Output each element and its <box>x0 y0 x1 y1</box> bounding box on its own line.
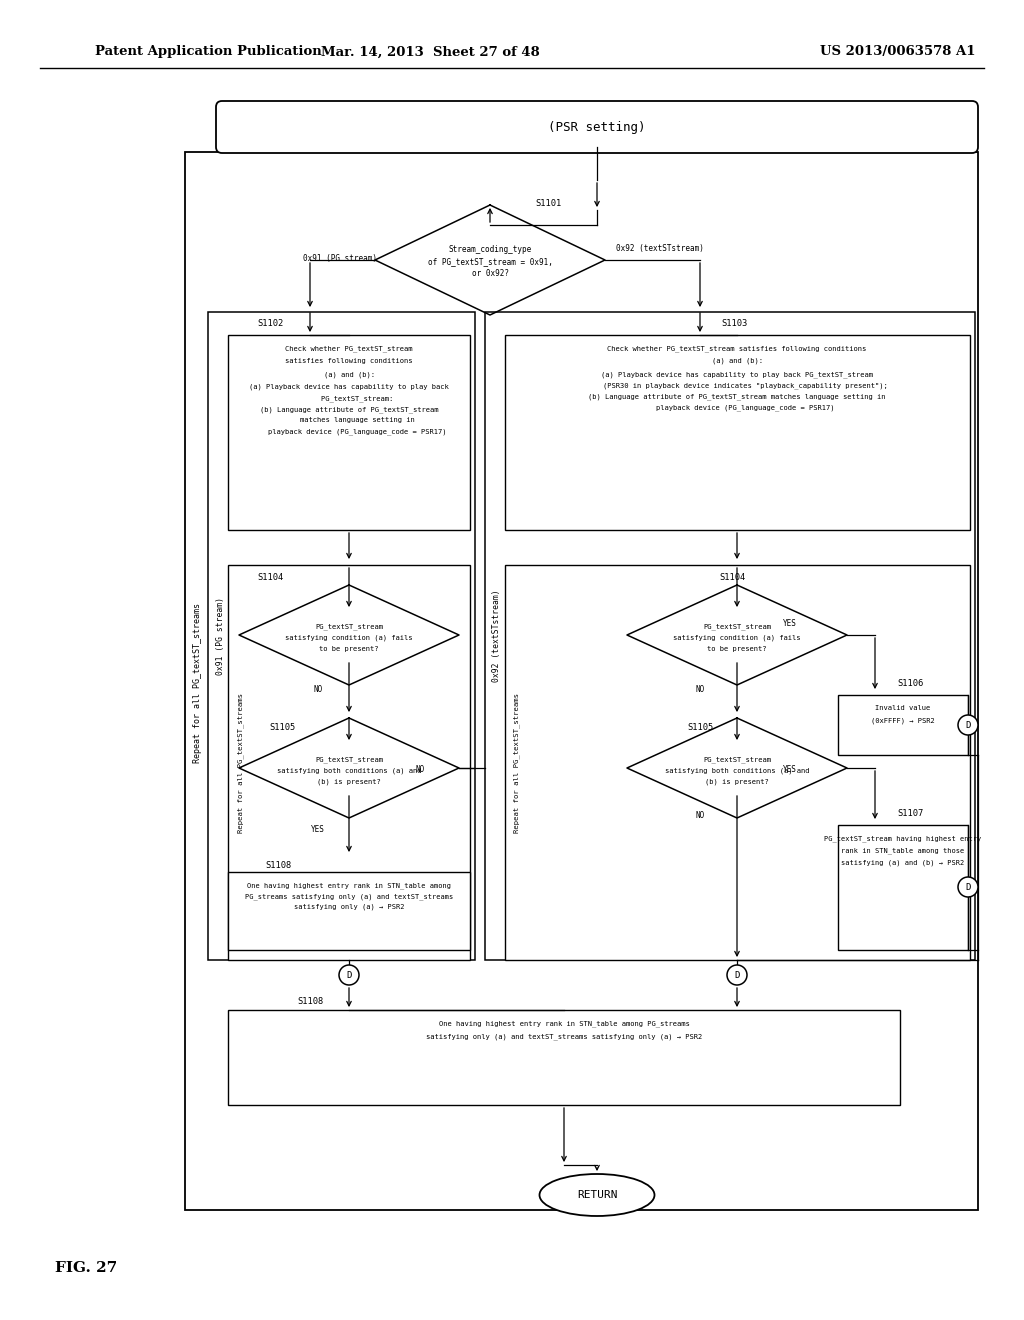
Bar <box>228 1010 900 1105</box>
Text: YES: YES <box>311 825 325 834</box>
Text: PG_textST_stream having highest entry: PG_textST_stream having highest entry <box>824 836 982 842</box>
Text: YES: YES <box>783 766 797 775</box>
Text: or 0x92?: or 0x92? <box>471 269 509 279</box>
Bar <box>228 565 470 960</box>
Text: satisfying only (a) and textST_streams satisfying only (a) → PSR2: satisfying only (a) and textST_streams s… <box>426 1034 702 1040</box>
Ellipse shape <box>540 1173 654 1216</box>
Text: Mar. 14, 2013  Sheet 27 of 48: Mar. 14, 2013 Sheet 27 of 48 <box>321 45 540 58</box>
Bar <box>228 873 470 950</box>
Text: satisfying condition (a) fails: satisfying condition (a) fails <box>673 635 801 642</box>
Bar <box>838 825 968 950</box>
Text: satisfying (a) and (b) → PSR2: satisfying (a) and (b) → PSR2 <box>842 859 965 866</box>
Text: S1101: S1101 <box>535 198 561 207</box>
Text: matches language setting in: matches language setting in <box>283 417 415 422</box>
Circle shape <box>339 965 359 985</box>
Text: S1107: S1107 <box>897 808 923 817</box>
Text: Repeat for all PG_textST_streams: Repeat for all PG_textST_streams <box>514 693 520 833</box>
Text: 0x91 (PG stream): 0x91 (PG stream) <box>215 597 224 675</box>
Text: S1102: S1102 <box>257 318 283 327</box>
Text: satisfying both conditions (a) and: satisfying both conditions (a) and <box>276 768 421 775</box>
Text: S1104: S1104 <box>258 573 284 582</box>
Text: NO: NO <box>695 810 705 820</box>
Text: to be present?: to be present? <box>708 645 767 652</box>
Text: PG_textST_stream: PG_textST_stream <box>703 756 771 763</box>
Text: Check whether PG_textST_stream satisfies following conditions: Check whether PG_textST_stream satisfies… <box>607 345 866 351</box>
Text: (b) Language attribute of PG_textST_stream matches language setting in: (b) Language attribute of PG_textST_stre… <box>588 393 886 400</box>
Text: D: D <box>346 970 351 979</box>
Text: 0x91 (PG stream): 0x91 (PG stream) <box>303 253 377 263</box>
Text: PG_textST_stream: PG_textST_stream <box>315 623 383 631</box>
Text: S1105: S1105 <box>270 722 296 731</box>
Bar <box>505 565 970 960</box>
Text: Patent Application Publication: Patent Application Publication <box>95 45 322 58</box>
Text: S1105: S1105 <box>687 722 713 731</box>
Text: (b) Language attribute of PG_textST_stream: (b) Language attribute of PG_textST_stre… <box>260 407 438 413</box>
Text: D: D <box>966 883 971 891</box>
Text: (a) and (b):: (a) and (b): <box>324 371 375 378</box>
Text: Check whether PG_textST_stream: Check whether PG_textST_stream <box>286 345 413 351</box>
Text: S1106: S1106 <box>897 678 923 688</box>
Text: PG_textST_stream: PG_textST_stream <box>703 623 771 631</box>
Text: One having highest entry rank in STN_table among: One having highest entry rank in STN_tab… <box>247 882 451 888</box>
Text: PG_streams satisfying only (a) and textST_streams: PG_streams satisfying only (a) and textS… <box>245 894 454 900</box>
Text: S1108: S1108 <box>297 998 324 1006</box>
Text: (b) is present?: (b) is present? <box>317 779 381 785</box>
Text: NO: NO <box>695 685 705 694</box>
Text: Invalid value: Invalid value <box>876 705 931 711</box>
Text: satisfying both conditions (a) and: satisfying both conditions (a) and <box>665 768 809 775</box>
Text: (0xFFFF) → PSR2: (0xFFFF) → PSR2 <box>871 717 935 723</box>
Text: PG_textST_stream:: PG_textST_stream: <box>304 395 393 401</box>
Text: S1103: S1103 <box>722 318 749 327</box>
Bar <box>838 696 968 755</box>
Text: to be present?: to be present? <box>319 645 379 652</box>
Text: D: D <box>734 970 739 979</box>
Bar <box>208 312 475 960</box>
Text: (a) Playback device has capability to play back: (a) Playback device has capability to pl… <box>249 384 449 391</box>
Text: S1104: S1104 <box>720 573 746 582</box>
Text: satisfying only (a) → PSR2: satisfying only (a) → PSR2 <box>294 904 404 911</box>
Text: (a) Playback device has capability to play back PG_textST_stream: (a) Playback device has capability to pl… <box>601 371 873 378</box>
Bar <box>505 335 970 531</box>
Circle shape <box>958 715 978 735</box>
Text: D: D <box>966 721 971 730</box>
Text: 0x92 (textSTstream): 0x92 (textSTstream) <box>616 243 703 252</box>
Circle shape <box>727 965 746 985</box>
Text: of PG_textST_stream = 0x91,: of PG_textST_stream = 0x91, <box>428 257 552 267</box>
Text: rank in STN_table among those: rank in STN_table among those <box>842 847 965 854</box>
Text: satisfying condition (a) fails: satisfying condition (a) fails <box>286 635 413 642</box>
Text: (PSR30 in playback device indicates "playback_capability present");: (PSR30 in playback device indicates "pla… <box>586 381 888 388</box>
Text: Repeat for all PG_textST_streams: Repeat for all PG_textST_streams <box>193 603 202 763</box>
Text: satisfies following conditions: satisfies following conditions <box>286 358 413 364</box>
Text: PG_textST_stream: PG_textST_stream <box>315 756 383 763</box>
Text: NO: NO <box>416 766 425 775</box>
Text: (a) and (b):: (a) and (b): <box>712 358 763 364</box>
Text: Repeat for all PG_textST_streams: Repeat for all PG_textST_streams <box>238 693 245 833</box>
Text: playback device (PG_language_code = PSR17): playback device (PG_language_code = PSR1… <box>251 428 446 434</box>
Text: (PSR setting): (PSR setting) <box>548 120 646 133</box>
Text: RETURN: RETURN <box>577 1191 617 1200</box>
FancyBboxPatch shape <box>216 102 978 153</box>
Text: YES: YES <box>783 619 797 627</box>
Text: FIG. 27: FIG. 27 <box>55 1261 118 1275</box>
Bar <box>185 152 978 1210</box>
Text: playback device (PG_language_code = PSR17): playback device (PG_language_code = PSR1… <box>639 404 835 411</box>
Text: S1108: S1108 <box>265 862 291 870</box>
Text: 0x92 (textSTstream): 0x92 (textSTstream) <box>493 590 502 682</box>
Bar <box>228 335 470 531</box>
Text: US 2013/0063578 A1: US 2013/0063578 A1 <box>820 45 976 58</box>
Bar <box>485 312 975 960</box>
Text: (b) is present?: (b) is present? <box>706 779 769 785</box>
Text: One having highest entry rank in STN_table among PG_streams: One having highest entry rank in STN_tab… <box>438 1020 689 1027</box>
Text: NO: NO <box>313 685 323 694</box>
Text: Stream_coding_type: Stream_coding_type <box>449 246 531 255</box>
Circle shape <box>958 876 978 898</box>
